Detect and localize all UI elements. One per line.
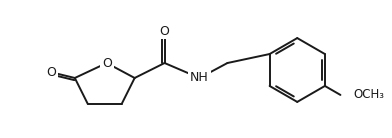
Text: O: O (47, 66, 56, 79)
Text: O: O (102, 57, 112, 70)
Text: OCH₃: OCH₃ (354, 88, 385, 101)
Text: O: O (160, 25, 169, 38)
Text: NH: NH (190, 71, 209, 84)
